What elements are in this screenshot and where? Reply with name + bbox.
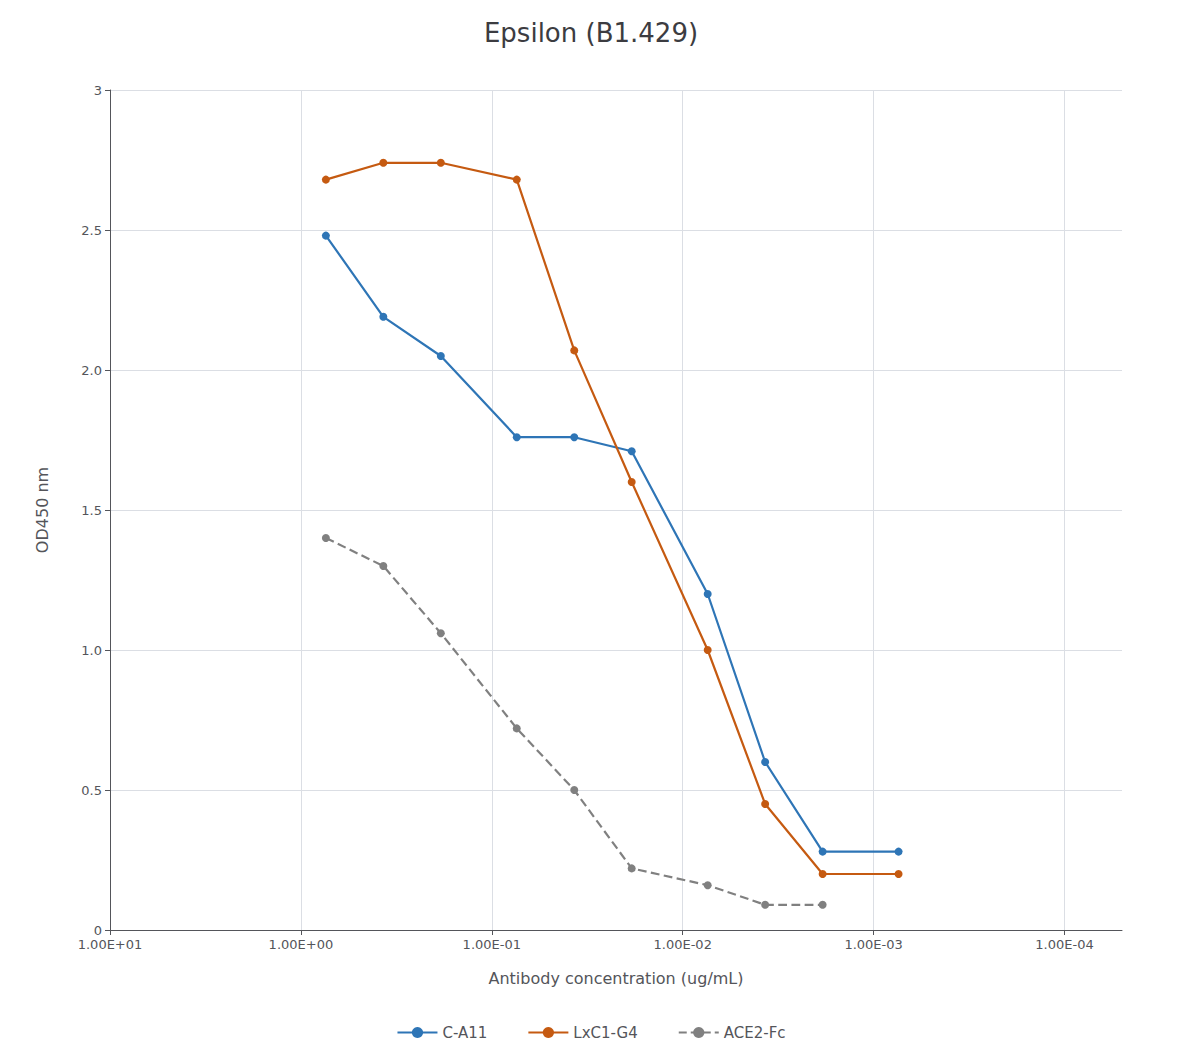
svg-text:1.00E+01: 1.00E+01	[78, 937, 143, 952]
svg-text:LxC1-G4: LxC1-G4	[573, 1024, 637, 1042]
svg-text:1.00E-01: 1.00E-01	[463, 937, 521, 952]
svg-text:1.00E-02: 1.00E-02	[654, 937, 712, 952]
svg-text:3: 3	[94, 83, 102, 98]
svg-text:OD450 nm: OD450 nm	[33, 467, 52, 553]
svg-text:ACE2-Fc: ACE2-Fc	[724, 1024, 786, 1042]
svg-text:0: 0	[94, 923, 102, 938]
svg-text:1.5: 1.5	[81, 503, 102, 518]
svg-text:Epsilon (B1.429): Epsilon (B1.429)	[484, 18, 698, 48]
svg-text:2.0: 2.0	[81, 363, 102, 378]
svg-text:1.00E-03: 1.00E-03	[844, 937, 902, 952]
svg-text:Antibody concentration (ug/mL): Antibody concentration (ug/mL)	[488, 969, 743, 988]
svg-text:0.5: 0.5	[81, 783, 102, 798]
svg-text:C-A11: C-A11	[442, 1024, 487, 1042]
svg-text:1.00E-04: 1.00E-04	[1035, 937, 1093, 952]
svg-text:2.5: 2.5	[81, 223, 102, 238]
svg-text:1.0: 1.0	[81, 643, 102, 658]
svg-text:1.00E+00: 1.00E+00	[269, 937, 334, 952]
